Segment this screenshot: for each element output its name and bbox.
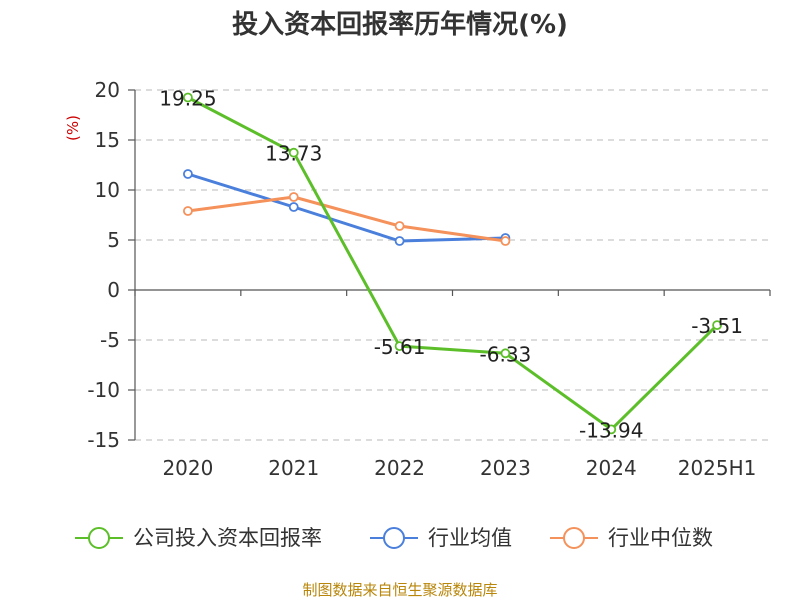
x-tick-label: 2022 bbox=[374, 456, 425, 480]
data-point[interactable] bbox=[500, 348, 511, 359]
chart-title: 投入资本回报率历年情况(%) bbox=[232, 9, 568, 40]
x-tick-label: 2023 bbox=[480, 456, 531, 480]
data-label: -6.33 bbox=[480, 342, 532, 366]
data-label: -13.94 bbox=[579, 418, 643, 442]
y-tick-label: 5 bbox=[107, 228, 120, 252]
legend[interactable]: 公司投入资本回报率 行业均值 行业中位数 bbox=[75, 526, 713, 550]
series-group: 19.25 13.73 -5.61 -6.33 -13.94 -3.51 bbox=[159, 87, 743, 443]
data-point[interactable] bbox=[394, 236, 405, 246]
legend-label: 行业中位数 bbox=[608, 526, 713, 550]
data-point[interactable] bbox=[394, 221, 405, 231]
legend-label: 公司投入资本回报率 bbox=[133, 526, 322, 550]
data-point[interactable] bbox=[183, 206, 193, 216]
x-tick-label: 2025H1 bbox=[678, 456, 757, 480]
data-point[interactable] bbox=[288, 202, 299, 212]
legend-marker-icon bbox=[383, 527, 405, 549]
data-point[interactable] bbox=[394, 341, 405, 352]
data-point[interactable] bbox=[288, 147, 299, 158]
series-line bbox=[187, 96, 719, 431]
y-tick-label: -10 bbox=[87, 378, 120, 402]
data-point[interactable] bbox=[606, 424, 617, 435]
data-point[interactable] bbox=[500, 236, 511, 246]
axes: 20 15 10 5 0 -5 -10 -15 2020 2021 2022 2023 2024 2025… bbox=[87, 78, 771, 480]
y-tick-label: 10 bbox=[95, 178, 120, 202]
series-line bbox=[187, 195, 506, 243]
y-tick-label: -5 bbox=[100, 328, 120, 352]
data-point[interactable] bbox=[288, 192, 299, 202]
data-label: -3.51 bbox=[691, 314, 743, 338]
y-tick-label: -15 bbox=[87, 428, 120, 452]
legend-marker-icon bbox=[563, 527, 585, 549]
grid-lines bbox=[135, 89, 770, 441]
legend-marker-icon bbox=[88, 527, 110, 549]
data-point[interactable] bbox=[183, 92, 193, 103]
y-tick-label: 0 bbox=[107, 278, 120, 302]
x-tick-label: 2021 bbox=[268, 456, 319, 480]
x-tick-label: 2020 bbox=[162, 456, 213, 480]
legend-item[interactable]: 行业均值 bbox=[370, 526, 512, 550]
data-point[interactable] bbox=[183, 169, 193, 179]
source-note: 制图数据来自恒生聚源数据库 bbox=[302, 581, 497, 599]
y-tick-label: 15 bbox=[95, 128, 120, 152]
y-axis-unit: (%) bbox=[64, 115, 82, 141]
legend-label: 行业均值 bbox=[428, 526, 512, 550]
series-line bbox=[187, 172, 506, 243]
legend-item[interactable]: 公司投入资本回报率 bbox=[75, 526, 322, 550]
data-point[interactable] bbox=[712, 320, 722, 331]
data-label: 13.73 bbox=[265, 142, 322, 166]
data-label: -5.61 bbox=[374, 335, 426, 359]
legend-item[interactable]: 行业中位数 bbox=[550, 526, 713, 550]
x-tick-label: 2024 bbox=[586, 456, 637, 480]
y-tick-label: 20 bbox=[95, 78, 120, 102]
data-label: 19.25 bbox=[159, 87, 216, 111]
